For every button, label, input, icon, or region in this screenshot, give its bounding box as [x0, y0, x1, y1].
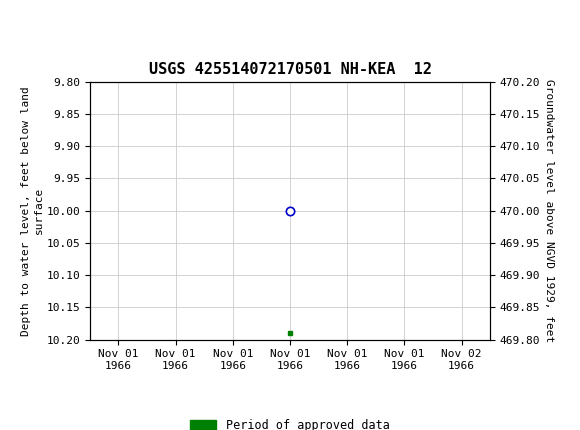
Y-axis label: Depth to water level, feet below land
surface: Depth to water level, feet below land su… — [21, 86, 44, 335]
Text: ≋USGS: ≋USGS — [7, 11, 66, 30]
Legend: Period of approved data: Period of approved data — [186, 415, 394, 430]
Text: USGS 425514072170501 NH-KEA  12: USGS 425514072170501 NH-KEA 12 — [148, 62, 432, 77]
Y-axis label: Groundwater level above NGVD 1929, feet: Groundwater level above NGVD 1929, feet — [545, 79, 554, 342]
